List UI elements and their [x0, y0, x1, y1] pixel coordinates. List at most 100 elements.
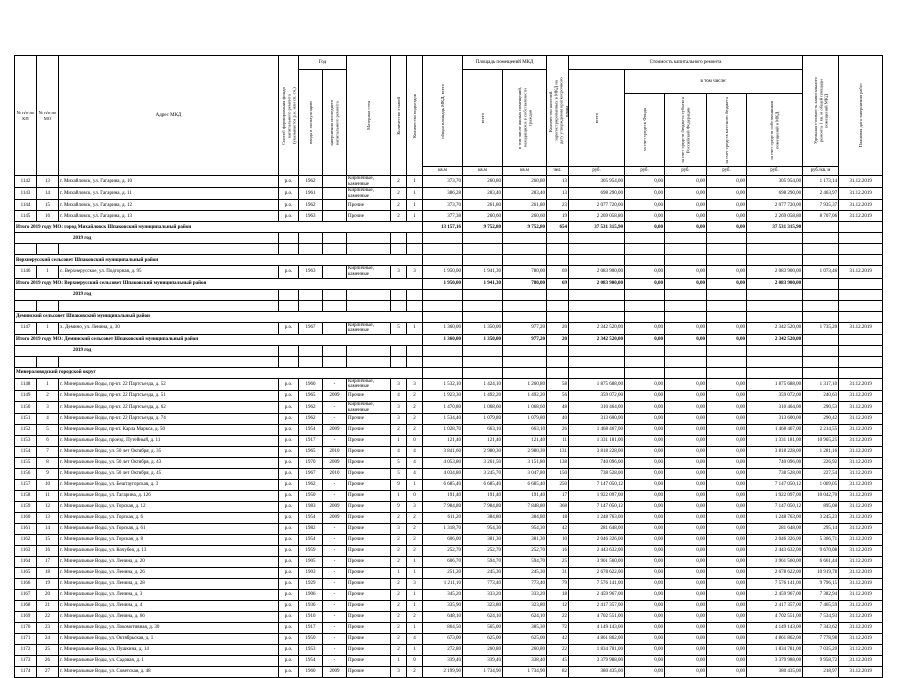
cell: 773,40: [462, 578, 504, 591]
cell: [321, 232, 348, 245]
col-header-cost-total: всего: [568, 69, 626, 167]
cell: 0,00: [706, 479, 748, 492]
table-row: 1174 27 г. Минеральные Воды, ул. Советская…: [14, 666, 884, 678]
cell: Прочие: [346, 490, 392, 503]
cell: [321, 243, 348, 256]
cell: 3: [390, 666, 408, 678]
cell: 8: [36, 457, 59, 470]
cell: 0,00: [706, 199, 748, 212]
cell: 2 083 900,00: [568, 265, 626, 279]
cell: р.о.: [278, 377, 299, 391]
cell: 0,00: [706, 457, 748, 470]
cell: [462, 243, 504, 256]
table-row: 1149 2 г. Минеральные Воды, пр-кт. 22 Парт…: [14, 389, 884, 402]
section-row: Минераловодский городской округ: [13, 366, 884, 379]
cell: 0,00: [624, 400, 666, 415]
cell: 1950: [298, 490, 323, 503]
cell: 1147: [14, 321, 37, 335]
cell: [321, 288, 348, 301]
cell: 31.12.2019: [838, 400, 884, 415]
cell: 2 269 058,80: [568, 210, 626, 223]
cell: 0,00: [624, 210, 666, 223]
cell: 1 834 781,00: [746, 644, 804, 657]
total-label: Итого 2019 году МО: город Михайловск Шпа…: [13, 221, 424, 234]
cell: 2 342 520,00: [746, 333, 804, 346]
cell: 2 269 058,80: [746, 210, 804, 223]
cell: г. Минеральные Воды, ул. Горская, д. 6: [58, 512, 279, 525]
table-row: 1148 1 г. Минеральные Воды, пр-кт. 22 Парт…: [14, 377, 884, 391]
col-header-area-total: всего: [462, 69, 504, 167]
cell: 11: [546, 435, 570, 448]
cell: 1905: [298, 556, 323, 569]
cell: 31.12.2019: [838, 600, 884, 613]
cell: [624, 310, 666, 323]
col-header-unit-cost: Удельная стоимость капитального ремонта …: [802, 55, 840, 167]
cell: 0,00: [706, 333, 748, 346]
cell: р.о.: [278, 655, 299, 668]
cell: 1 317,10: [802, 377, 840, 391]
cell: 7: [36, 446, 59, 459]
cell: 2 342 520,00: [746, 321, 804, 335]
cell: 42: [546, 523, 570, 536]
cell: [502, 288, 548, 301]
cell: [278, 344, 299, 357]
cell: 0,00: [706, 468, 748, 481]
cell: 0,00: [706, 523, 748, 536]
cell: 31.12.2019: [838, 424, 884, 437]
cell: 12: [546, 600, 570, 613]
cell: 12: [36, 501, 59, 514]
cell: 0,00: [664, 578, 708, 591]
cell: 13 157,16: [422, 221, 464, 234]
cell: 0,00: [624, 187, 666, 201]
cell: 381,30: [502, 534, 548, 547]
cell: 0,00: [706, 556, 748, 569]
cell: 3: [390, 413, 408, 426]
cell: 0,00: [706, 600, 748, 613]
cell: 31.12.2019: [838, 611, 884, 624]
cell: 0,00: [706, 545, 748, 558]
cell: [838, 299, 884, 312]
cell: 2 459 967,00: [746, 589, 804, 602]
cell: 1910: [298, 611, 323, 624]
cell: [346, 299, 392, 312]
cell: 2: [390, 644, 408, 657]
cell: 0,00: [664, 479, 708, 492]
cell: Кирпичные, каменные: [346, 265, 392, 279]
table-row: 1168 21 г. Минеральные Воды, ул. Ленина, д…: [14, 600, 884, 613]
year-row: 2019 год: [14, 288, 884, 301]
cell: 1170: [14, 622, 37, 635]
units-row: кв.м кв.м кв.м чел. руб. руб. руб. руб. …: [15, 166, 883, 176]
cell: 2: [390, 187, 408, 201]
section-row: Деминский сельсовет Шпаковский муниципал…: [13, 310, 884, 323]
cell: [462, 355, 504, 368]
cell: [406, 232, 424, 245]
cell: 1: [390, 567, 408, 580]
cell: -: [321, 490, 348, 503]
cell: [502, 243, 548, 256]
cell: 1967: [298, 468, 323, 481]
cell: 0,00: [664, 655, 708, 668]
cell: [568, 243, 626, 256]
cell: 1953: [298, 644, 323, 657]
col-header-cost-owners-label: за счет средств собственников помещений …: [769, 100, 780, 160]
cell: 31.12.2019: [838, 446, 884, 459]
cell: [802, 355, 840, 368]
col-header-cost-total-label: всего: [593, 112, 599, 124]
cell: 1903: [298, 567, 323, 580]
cell: 386,28: [422, 187, 464, 201]
cell: [346, 288, 392, 301]
cell: 252,70: [502, 545, 548, 558]
cell: 648,10: [422, 611, 464, 624]
table-row: 1166 19 г. Минеральные Воды, ул. Ленина, д…: [14, 578, 884, 591]
cell: 2009: [321, 666, 348, 678]
cell: г. Минеральные Воды, пр-кт. 22 Партсъезд…: [58, 389, 279, 402]
cell: 1 331 181,00: [568, 435, 626, 448]
cell: 1: [390, 655, 408, 668]
cell: 1950: [298, 633, 323, 646]
col-header-cost-owners: за счет средств собственников помещений …: [746, 93, 804, 167]
cell: [838, 355, 884, 368]
cell: 22: [36, 611, 59, 624]
cell: 0,00: [706, 277, 748, 290]
cell: 1 534,40: [422, 413, 464, 426]
cell: [746, 366, 804, 379]
